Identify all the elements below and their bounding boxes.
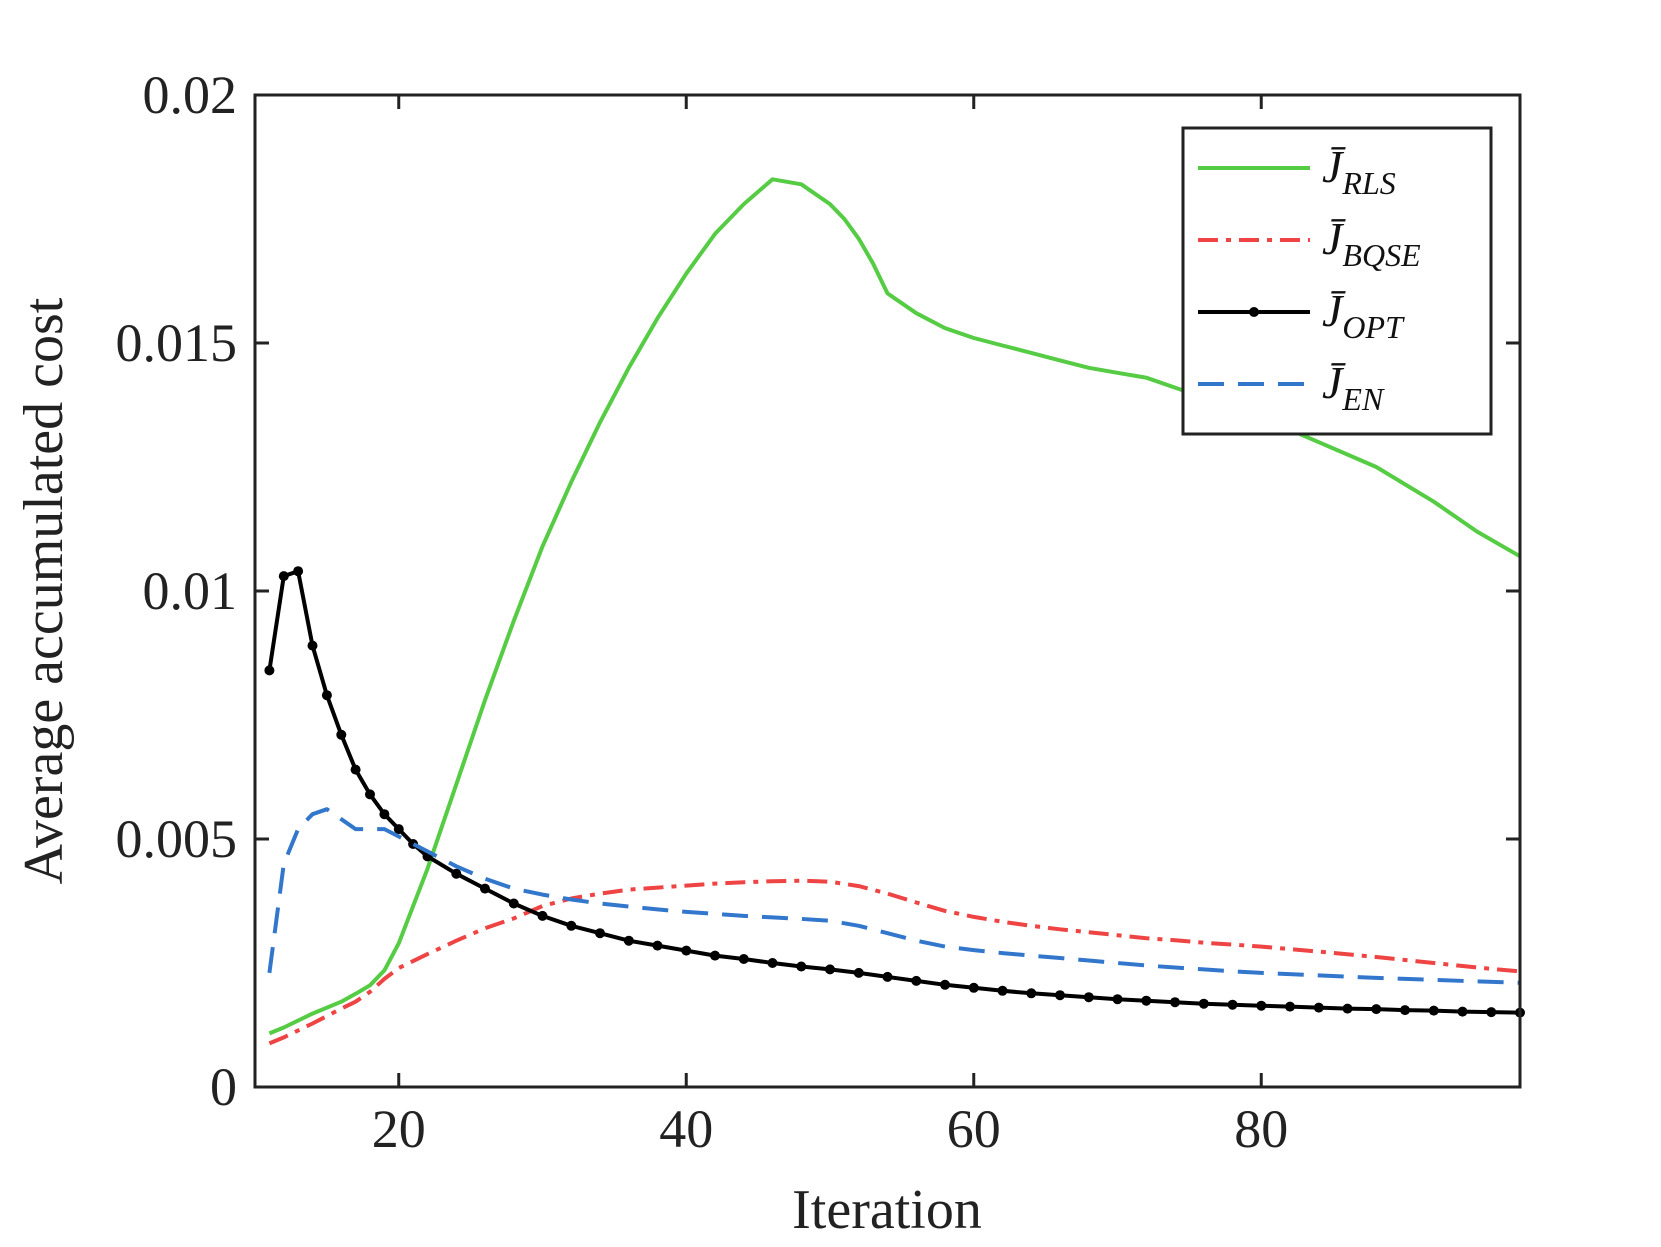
- y-tick-labels: 0 0.005 0.01 0.015 0.02: [116, 65, 238, 1117]
- series-point-opt: [566, 920, 577, 931]
- series-point-opt: [1486, 1007, 1497, 1018]
- series-point-opt: [1170, 997, 1180, 1008]
- x-axis-title: Iteration: [792, 1179, 982, 1241]
- series-point-opt: [1313, 1002, 1324, 1013]
- series-point-opt: [451, 868, 462, 879]
- legend-marker: [1249, 307, 1259, 317]
- series-point-opt: [940, 979, 950, 990]
- series-point-opt: [1256, 1000, 1267, 1011]
- y-tick-label: 0.015: [116, 313, 238, 373]
- series-point-opt: [1141, 995, 1152, 1006]
- series-point-opt: [1112, 994, 1123, 1005]
- x-tick-label: 60: [947, 1099, 1001, 1159]
- series-point-opt: [767, 958, 778, 968]
- series-line-en: [267, 807, 1521, 985]
- legend-label: J̄RLS: [1322, 141, 1396, 201]
- series-point-opt: [350, 764, 361, 775]
- legend-entry-opt: J̄OPT: [1198, 285, 1405, 345]
- series-point-opt: [1083, 992, 1094, 1003]
- series-point-opt: [307, 640, 318, 651]
- series-point-opt: [293, 566, 304, 577]
- y-tick-label: 0.01: [143, 561, 238, 621]
- series-point-opt: [652, 940, 663, 951]
- legend-box: [1181, 126, 1493, 436]
- axis-ticks: [255, 93, 1520, 1089]
- series-point-opt: [1227, 999, 1238, 1010]
- series-point-opt: [1198, 998, 1209, 1009]
- series-point-opt: [911, 975, 922, 986]
- series-point-opt: [1285, 1001, 1295, 1012]
- series-point-opt: [595, 928, 605, 939]
- series-point-opt: [1371, 1004, 1382, 1015]
- series-point-opt: [264, 665, 275, 676]
- series-point-opt: [1055, 990, 1065, 1001]
- series-point-opt: [997, 985, 1008, 996]
- legend-entry-bqse: J̄BQSE: [1198, 213, 1421, 273]
- series-point-opt: [853, 967, 864, 978]
- series-point-opt: [882, 971, 893, 982]
- x-tick-label: 80: [1234, 1099, 1288, 1159]
- series-point-opt: [623, 935, 634, 946]
- x-tick-label: 40: [659, 1099, 713, 1159]
- series-point-opt: [681, 945, 692, 956]
- y-tick-label: 0.005: [116, 809, 238, 869]
- series-point-opt: [537, 910, 548, 921]
- series-point-opt: [1342, 1003, 1353, 1014]
- series-point-opt: [365, 789, 375, 800]
- series-point-opt: [321, 690, 332, 701]
- series-point-opt: [710, 950, 720, 961]
- legend-label: J̄OPT: [1322, 285, 1405, 345]
- legend-label: J̄EN: [1322, 357, 1385, 417]
- series-point-opt: [508, 898, 519, 909]
- series-point-opt: [336, 729, 347, 740]
- series-point-opt: [480, 883, 490, 894]
- series-point-opt: [968, 982, 979, 993]
- series-point-opt: [1400, 1005, 1410, 1016]
- y-tick-label: 0: [210, 1057, 237, 1117]
- legend-label: J̄BQSE: [1322, 213, 1421, 273]
- series-point-opt: [738, 954, 749, 964]
- series-point-opt: [278, 571, 289, 582]
- series-point-opt: [393, 824, 404, 835]
- series-point-opt: [1026, 988, 1037, 999]
- legend-entry-en: J̄EN: [1198, 357, 1385, 417]
- x-tick-label: 20: [372, 1099, 426, 1159]
- y-axis-title: Average accumulated cost: [13, 297, 75, 884]
- series-point-opt: [796, 961, 807, 972]
- series-point-opt: [825, 964, 835, 975]
- legend: J̄RLS J̄BQSE J̄OPT J̄EN: [1181, 126, 1493, 436]
- y-tick-label: 0.02: [143, 65, 238, 125]
- x-tick-labels: 20 40 60 80: [372, 1099, 1289, 1159]
- legend-entry-rls: J̄RLS: [1198, 141, 1396, 201]
- series-point-opt: [1457, 1006, 1468, 1017]
- series-point-opt: [1428, 1005, 1439, 1016]
- series-point-opt: [379, 809, 390, 820]
